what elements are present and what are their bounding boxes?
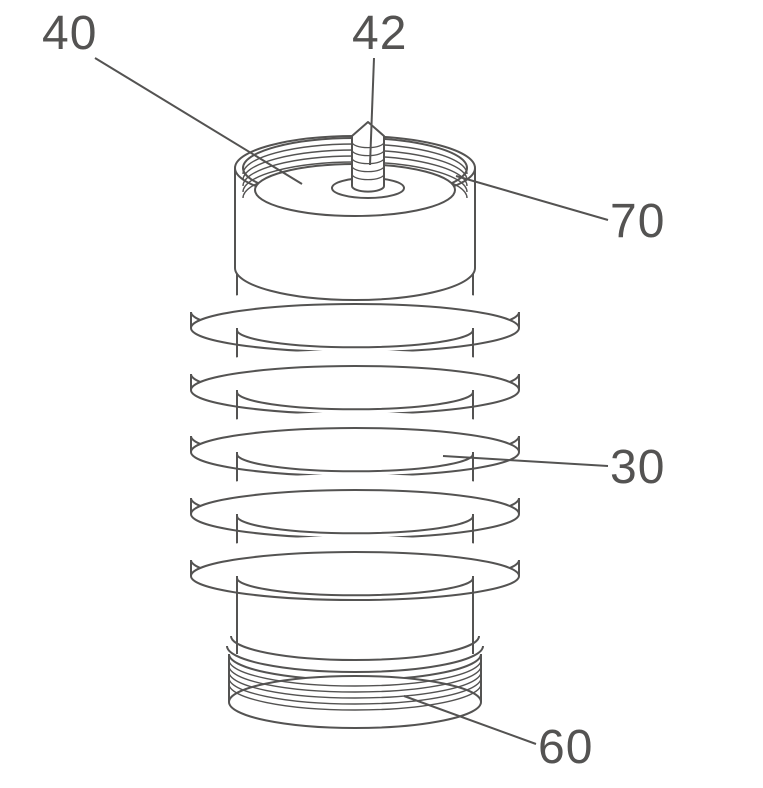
center-post bbox=[352, 122, 384, 192]
callout-label-60: 60 bbox=[538, 724, 593, 772]
rib-flanges bbox=[191, 268, 519, 672]
callout-label-40: 40 bbox=[42, 10, 97, 58]
callout-label-30: 30 bbox=[610, 444, 665, 492]
device-drawing bbox=[0, 0, 763, 788]
callout-label-70: 70 bbox=[610, 198, 665, 246]
callout-label-42: 42 bbox=[352, 10, 407, 58]
